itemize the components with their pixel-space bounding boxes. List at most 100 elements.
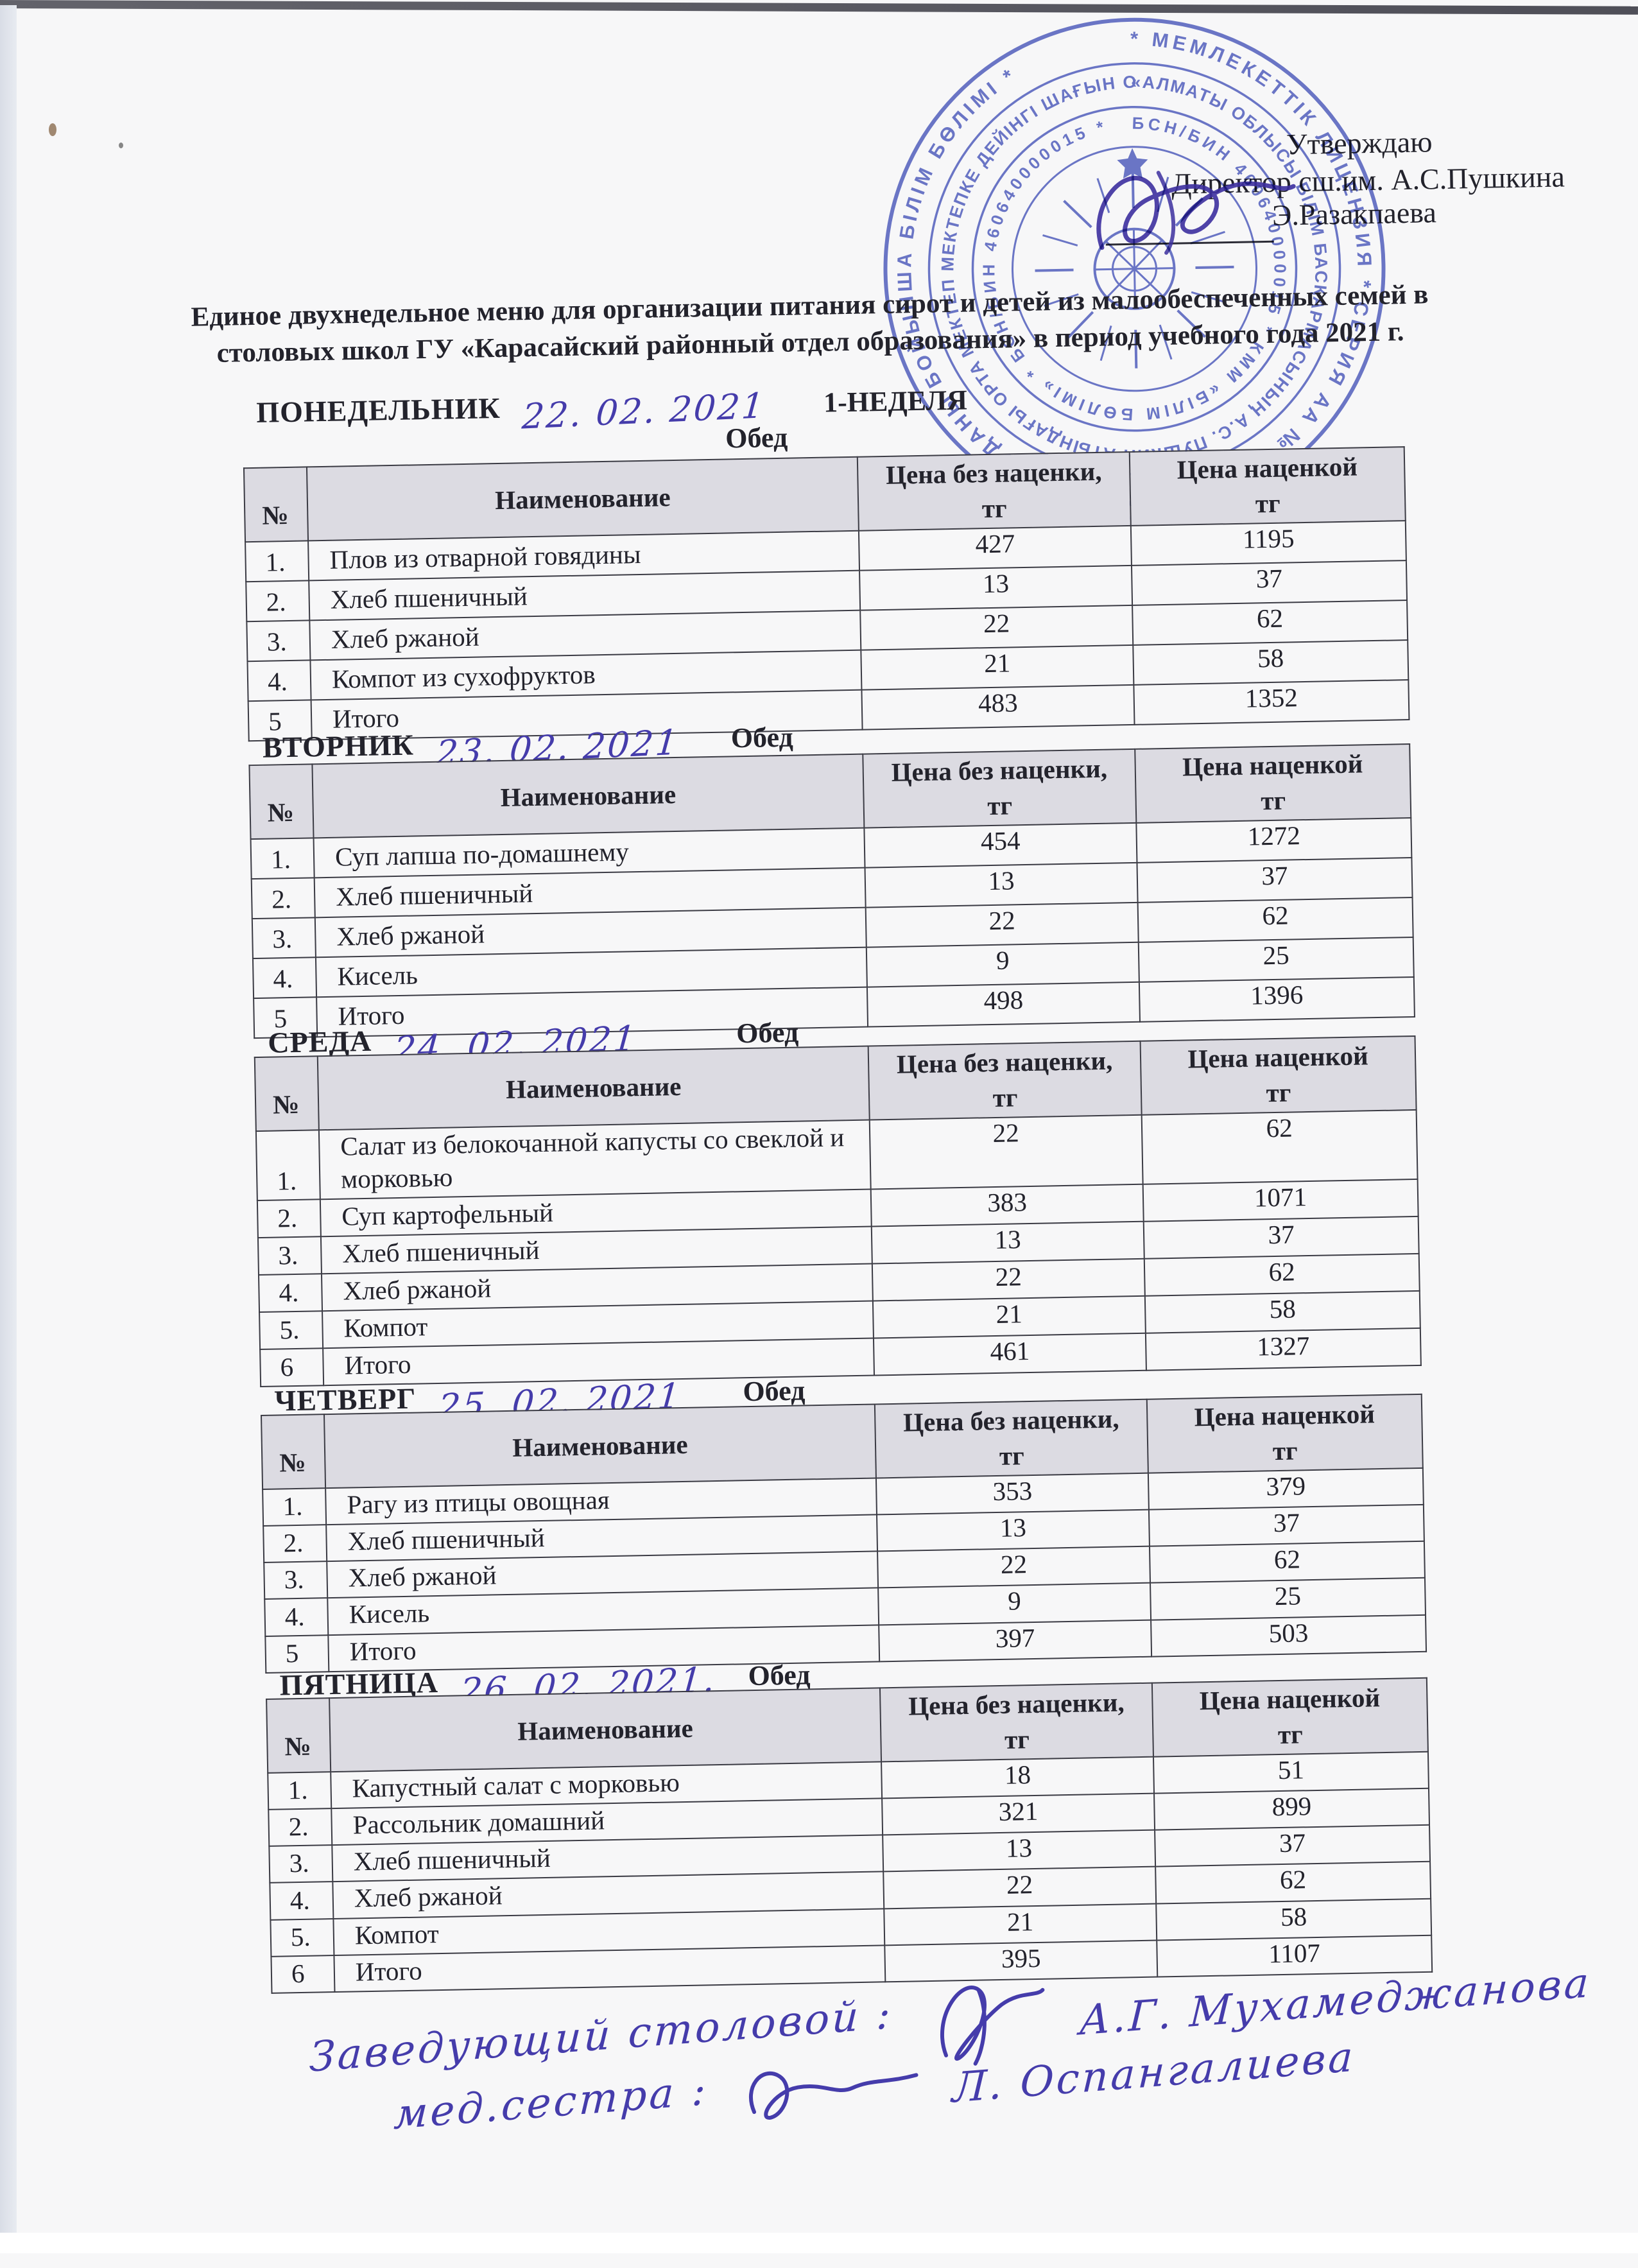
col-header-price-markup: Цена наценкой тг bbox=[1129, 447, 1406, 526]
col-header-name: Наименование bbox=[323, 1404, 876, 1488]
item-number: 4. bbox=[247, 660, 311, 701]
item-price-base: 13 bbox=[883, 1830, 1156, 1872]
document-title: Единое двухнедельное меню для организаци… bbox=[100, 275, 1520, 374]
item-number: 2. bbox=[257, 1199, 321, 1238]
col-header-number: № bbox=[266, 1698, 331, 1773]
menu-table: № Наименование Цена без наценки, тг Цена… bbox=[266, 1677, 1433, 1994]
nurse-line: мед.сестра : Л. Оспангалиева bbox=[392, 2024, 1358, 2149]
item-price-base: 383 bbox=[870, 1184, 1144, 1227]
approval-word: Утверждаю bbox=[1286, 125, 1433, 161]
item-price-markup: 37 bbox=[1131, 560, 1408, 605]
col-header-price-markup: Цена наценкой тг bbox=[1151, 1677, 1428, 1757]
item-number: 2. bbox=[246, 580, 310, 621]
day-header-line: ПОНЕДЕЛЬНИК 22. 02. 2021 1-НЕДЕЛЯ bbox=[255, 383, 967, 437]
item-number: 1. bbox=[255, 1129, 320, 1201]
scan-speck bbox=[119, 143, 123, 148]
col-header-price-markup: Цена наценкой тг bbox=[1140, 1035, 1417, 1115]
item-number: 5. bbox=[270, 1918, 334, 1957]
item-price-base: 9 bbox=[878, 1583, 1151, 1625]
col-header-number: № bbox=[254, 1056, 319, 1131]
item-price-base: 21 bbox=[884, 1903, 1157, 1946]
item-price-markup: 37 bbox=[1148, 1504, 1424, 1546]
scan-left-edge bbox=[0, 5, 17, 2253]
col-header-price-base: Цена без наценки, тг bbox=[874, 1399, 1148, 1478]
col-header-name: Наименование bbox=[317, 1046, 870, 1130]
col-header-price-base: Цена без наценки, тг bbox=[879, 1683, 1153, 1762]
canteen-manager-signature-ink bbox=[940, 1986, 1045, 2066]
day-label: ПОНЕДЕЛЬНИК bbox=[255, 391, 501, 429]
item-price-base: 397 bbox=[879, 1620, 1152, 1662]
approval-name: Э.Разакпаева bbox=[1272, 196, 1437, 232]
item-price-markup: 62 bbox=[1137, 897, 1413, 942]
scan-bottom-edge bbox=[0, 2233, 1638, 2253]
meal-label: Обед bbox=[743, 1374, 806, 1408]
item-name: Салат из белокочанной капусты со свеклой… bbox=[318, 1120, 871, 1200]
meal-label: Обед bbox=[736, 1016, 799, 1050]
item-price-markup: 1195 bbox=[1130, 520, 1406, 566]
item-price-markup: 51 bbox=[1153, 1751, 1429, 1794]
item-number: 1. bbox=[263, 1487, 327, 1526]
item-number: 2. bbox=[251, 878, 315, 919]
item-price-markup: 62 bbox=[1149, 1541, 1425, 1584]
item-price-base: 13 bbox=[871, 1221, 1144, 1264]
col-header-price-base: Цена без наценки, тг bbox=[868, 1041, 1142, 1120]
item-price-markup: 62 bbox=[1155, 1862, 1431, 1904]
item-price-base: 321 bbox=[882, 1793, 1155, 1835]
item-price-base: 353 bbox=[875, 1473, 1149, 1515]
menu-table: № Наименование Цена без наценки, тг Цена… bbox=[254, 1035, 1422, 1387]
item-price-markup: 37 bbox=[1137, 857, 1413, 903]
stamp-outer-ring-text: * МЕМЛЕКЕТТІК ЛИЦЕНЗИЯ * СЕРИЯ АА № 0006… bbox=[888, 23, 1380, 515]
item-price-base: 22 bbox=[877, 1546, 1151, 1588]
col-header-name: Наименование bbox=[306, 456, 859, 541]
stamp-inner-ring-text: БСН/БИН 460640000015 * КММ «БІЛІМ БӨЛІМІ… bbox=[976, 110, 1293, 427]
item-price-markup: 899 bbox=[1154, 1788, 1430, 1830]
item-number: 3. bbox=[252, 917, 316, 958]
col-header-price-base: Цена без наценки, тг bbox=[857, 451, 1131, 531]
item-price-markup: 37 bbox=[1155, 1824, 1431, 1867]
menu-table: № Наименование Цена без наценки, тг Цена… bbox=[243, 446, 1410, 741]
item-price-markup: 1396 bbox=[1139, 976, 1415, 1022]
day-section: ПОНЕДЕЛЬНИК 22. 02. 2021 1-НЕДЕЛЯ Обед №… bbox=[0, 370, 1625, 741]
item-price-base: 22 bbox=[869, 1114, 1143, 1190]
col-header-price-base: Цена без наценки, тг bbox=[863, 749, 1137, 828]
scan-speck bbox=[49, 123, 56, 136]
item-price-base: 18 bbox=[881, 1756, 1155, 1799]
item-number: 5. bbox=[259, 1311, 323, 1350]
item-price-markup: 1327 bbox=[1145, 1328, 1421, 1371]
item-price-base: 454 bbox=[864, 822, 1137, 868]
item-price-markup: 1272 bbox=[1136, 817, 1412, 863]
item-price-markup: 25 bbox=[1150, 1578, 1426, 1620]
item-price-base: 13 bbox=[859, 565, 1133, 610]
item-number: 4. bbox=[264, 1598, 329, 1636]
item-number: 2. bbox=[268, 1808, 332, 1847]
item-price-markup: 58 bbox=[1156, 1898, 1432, 1941]
item-price-markup: 58 bbox=[1144, 1291, 1420, 1333]
col-header-number: № bbox=[243, 467, 309, 542]
meal-label: Обед bbox=[725, 421, 788, 454]
item-price-base: 21 bbox=[872, 1295, 1146, 1338]
item-price-markup: 58 bbox=[1133, 639, 1409, 685]
item-number: 2. bbox=[263, 1525, 327, 1563]
menu-table: № Наименование Цена без наценки, тг Цена… bbox=[261, 1394, 1427, 1674]
item-price-markup: 1071 bbox=[1142, 1179, 1418, 1222]
item-number: 6 bbox=[271, 1955, 335, 1994]
item-price-base: 483 bbox=[861, 684, 1135, 730]
col-header-number: № bbox=[249, 764, 314, 839]
col-header-number: № bbox=[261, 1414, 326, 1489]
item-number: 3. bbox=[264, 1561, 328, 1600]
item-price-base: 21 bbox=[861, 645, 1134, 690]
item-number: 6 bbox=[260, 1348, 324, 1387]
signature-line bbox=[1105, 240, 1274, 246]
item-price-base: 13 bbox=[876, 1509, 1150, 1552]
meal-label: Обед bbox=[730, 721, 794, 754]
nurse-role: мед.сестра : bbox=[393, 2066, 709, 2140]
item-number: 4. bbox=[258, 1274, 323, 1313]
item-price-markup: 37 bbox=[1143, 1216, 1419, 1259]
item-price-base: 22 bbox=[872, 1258, 1145, 1301]
item-price-markup: 1352 bbox=[1134, 679, 1410, 725]
item-price-base: 22 bbox=[865, 902, 1139, 948]
col-header-price-markup: Цена наценкой тг bbox=[1146, 1394, 1423, 1473]
item-number: 3. bbox=[269, 1845, 333, 1883]
approval-director-line: Директор сш.им. А.С.Пушкина bbox=[1171, 160, 1565, 200]
